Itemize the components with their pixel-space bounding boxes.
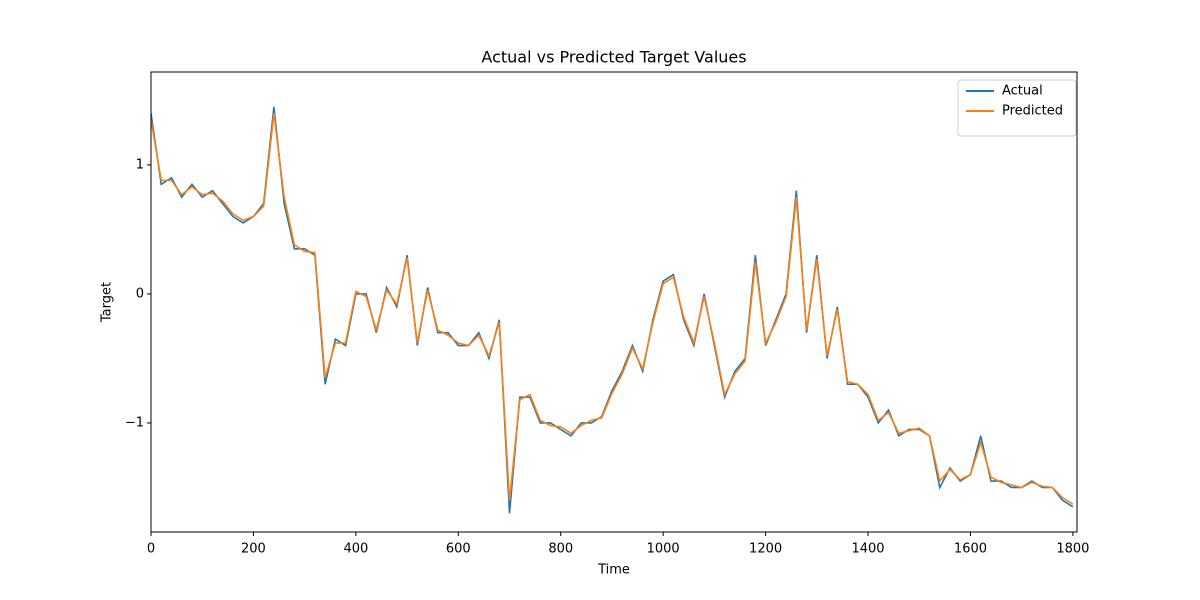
x-tick-label: 1400 bbox=[851, 542, 884, 557]
series-line bbox=[151, 106, 1074, 514]
series-line bbox=[151, 113, 1074, 505]
plot-frame bbox=[150, 71, 1078, 533]
x-tick-label: 600 bbox=[446, 542, 471, 557]
legend-label: Actual bbox=[1002, 84, 1043, 99]
y-tick-label: 0 bbox=[136, 286, 144, 301]
y-axis-label: Target bbox=[100, 282, 115, 323]
x-tick-label: 1800 bbox=[1056, 542, 1089, 557]
x-tick-label: 1600 bbox=[954, 542, 987, 557]
x-tick-label: 1200 bbox=[749, 542, 782, 557]
x-tick-label: 200 bbox=[241, 542, 266, 557]
x-tick-label: 400 bbox=[343, 542, 368, 557]
x-axis-label: Time bbox=[597, 563, 630, 578]
chart-title: Actual vs Predicted Target Values bbox=[481, 48, 746, 67]
y-tick-label: 1 bbox=[136, 157, 144, 172]
legend-box bbox=[957, 79, 1077, 137]
x-tick-label: 1000 bbox=[647, 542, 680, 557]
x-tick-label: 0 bbox=[147, 542, 155, 557]
y-tick-label: −1 bbox=[125, 415, 144, 430]
x-tick-label: 800 bbox=[548, 542, 573, 557]
legend-label: Predicted bbox=[1002, 104, 1063, 119]
